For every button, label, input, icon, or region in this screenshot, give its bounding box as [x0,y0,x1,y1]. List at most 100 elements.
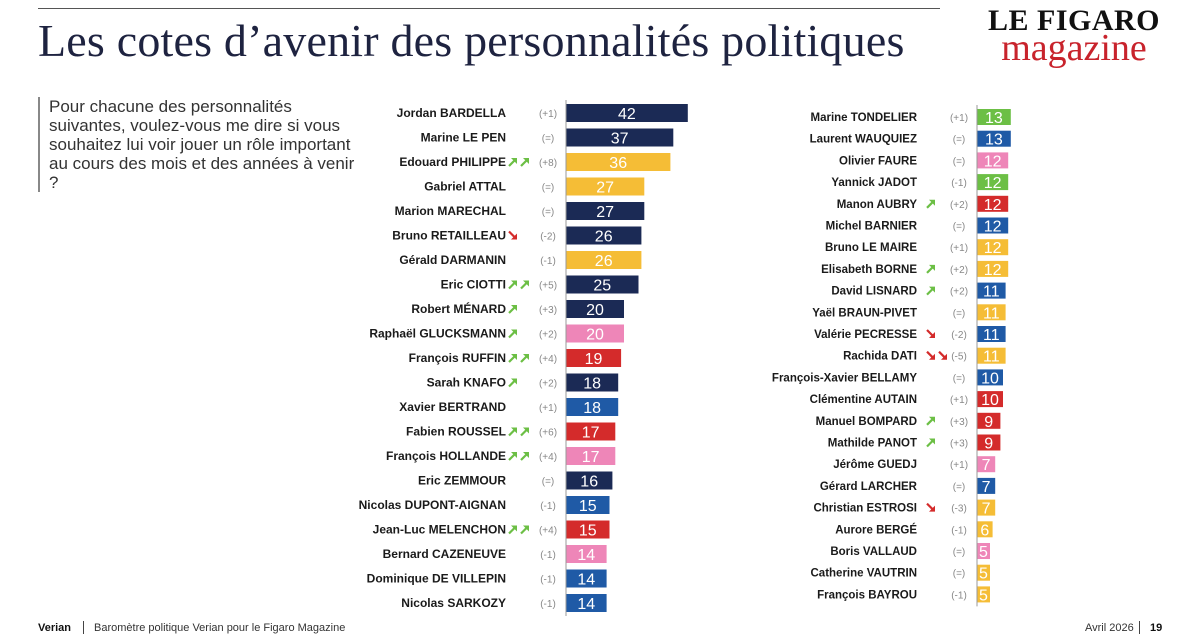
bar-value-label: 5 [979,544,988,561]
bar [977,195,1009,212]
person-name-label: Manuel BOMPARD [816,416,917,428]
bar [566,177,645,196]
change-label: (+5) [539,281,557,292]
logo-top-text: LE FIGARO [987,4,1161,37]
bar [566,202,645,220]
bar-value-label: 20 [586,302,604,319]
person-name-label: Olivier FAURE [839,155,917,167]
bar-value-label: 7 [982,479,991,496]
arrow-up-right-icon [520,525,529,535]
bar-value-label: 11 [983,284,1000,301]
footer-divider [1139,621,1140,634]
bar [977,109,1011,125]
change-label: (-5) [951,352,967,363]
bar [566,128,674,147]
person-name-label: Dominique DE VILLEPIN [367,572,506,586]
bar-value-label: 26 [595,253,613,270]
bar [566,251,642,269]
change-label: (=) [542,134,555,145]
person-name-label: Eric ZEMMOUR [418,474,506,488]
bar [566,569,607,588]
bar [977,521,993,538]
arrow-up-right-icon [926,264,935,274]
bar [977,456,996,473]
bar-value-label: 11 [983,305,1000,322]
bar [566,398,619,416]
person-name-label: Marion MARECHAL [395,204,506,218]
change-label: (=) [953,569,966,580]
bar-value-label: 27 [596,180,614,197]
change-label: (-2) [540,232,556,243]
change-label: (=) [953,482,966,493]
bar-value-label: 18 [583,400,601,417]
footer-divider [83,621,84,634]
bar [977,260,1009,277]
bar-value-label: 5 [979,566,988,583]
arrow-up-right-icon [520,427,529,437]
arrow-up-right-icon [508,158,517,167]
person-name-label: Bernard CAZENEUVE [383,547,506,561]
arrow-up-right-icon [926,286,935,296]
arrow-up-right-icon [508,378,517,388]
top-rule [38,8,940,9]
person-name-label: Raphaël GLUCKSMANN [369,327,506,341]
person-name-label: Elisabeth BORNE [821,264,917,276]
change-label: (+1) [950,460,968,471]
bar [977,304,1006,321]
bar-value-label: 17 [582,425,600,442]
bar [977,152,1009,169]
bar [977,434,1001,451]
bar [977,217,1009,234]
survey-question: Pour chacune des personnalités suivantes… [38,97,359,192]
person-name-label: Marine LE PEN [421,131,506,145]
change-label: (=) [953,135,966,146]
change-label: (-1) [540,599,556,610]
arrow-down-right-icon [926,329,935,338]
person-name-label: Edouard PHILIPPE [399,155,506,169]
bar-value-label: 12 [984,175,1002,192]
bar-value-label: 10 [981,370,999,387]
bar [977,477,996,494]
arrow-down-right-icon [508,230,517,240]
person-name-label: Jérôme GUEDJ [833,459,917,471]
arrow-up-right-icon [508,525,517,535]
change-label: (+4) [539,452,557,463]
change-label: (-1) [540,550,556,561]
bar-value-label: 12 [984,262,1002,279]
change-label: (=) [953,222,966,233]
person-name-label: Eric CIOTTI [441,278,506,292]
bar [566,447,616,465]
person-name-label: Nicolas SARKOZY [401,596,506,610]
bar-value-label: 20 [586,327,604,344]
person-name-label: Clémentine AUTAIN [810,394,917,406]
arrow-up-right-icon [508,280,517,290]
bar-value-label: 12 [984,219,1002,236]
bar-value-label: 13 [985,132,1003,149]
change-label: (-1) [540,575,556,586]
person-name-label: Gérald DARMANIN [399,253,506,267]
change-label: (+1) [950,395,968,406]
arrow-up-right-icon [520,280,529,290]
arrow-down-right-icon [938,350,947,360]
bar [977,326,1006,342]
bar [977,564,990,581]
person-name-label: Jordan BARDELLA [397,106,507,120]
change-label: (=) [953,373,966,384]
person-name-label: Sarah KNAFO [427,376,506,390]
person-name-label: Valérie PECRESSE [814,329,917,341]
change-label: (-1) [540,501,556,512]
person-name-label: François RUFFIN [409,351,506,365]
bar [977,239,1009,256]
bar [566,471,613,490]
bar [566,275,639,294]
person-name-label: Boris VALLAUD [830,546,917,558]
bar [566,496,610,514]
bar [977,543,990,559]
bar [977,391,1003,408]
bar-value-label: 14 [577,596,595,613]
change-label: (+1) [950,243,968,254]
bar [977,174,1009,191]
change-label: (=) [542,183,555,194]
person-name-label: Christian ESTROSI [813,503,917,515]
